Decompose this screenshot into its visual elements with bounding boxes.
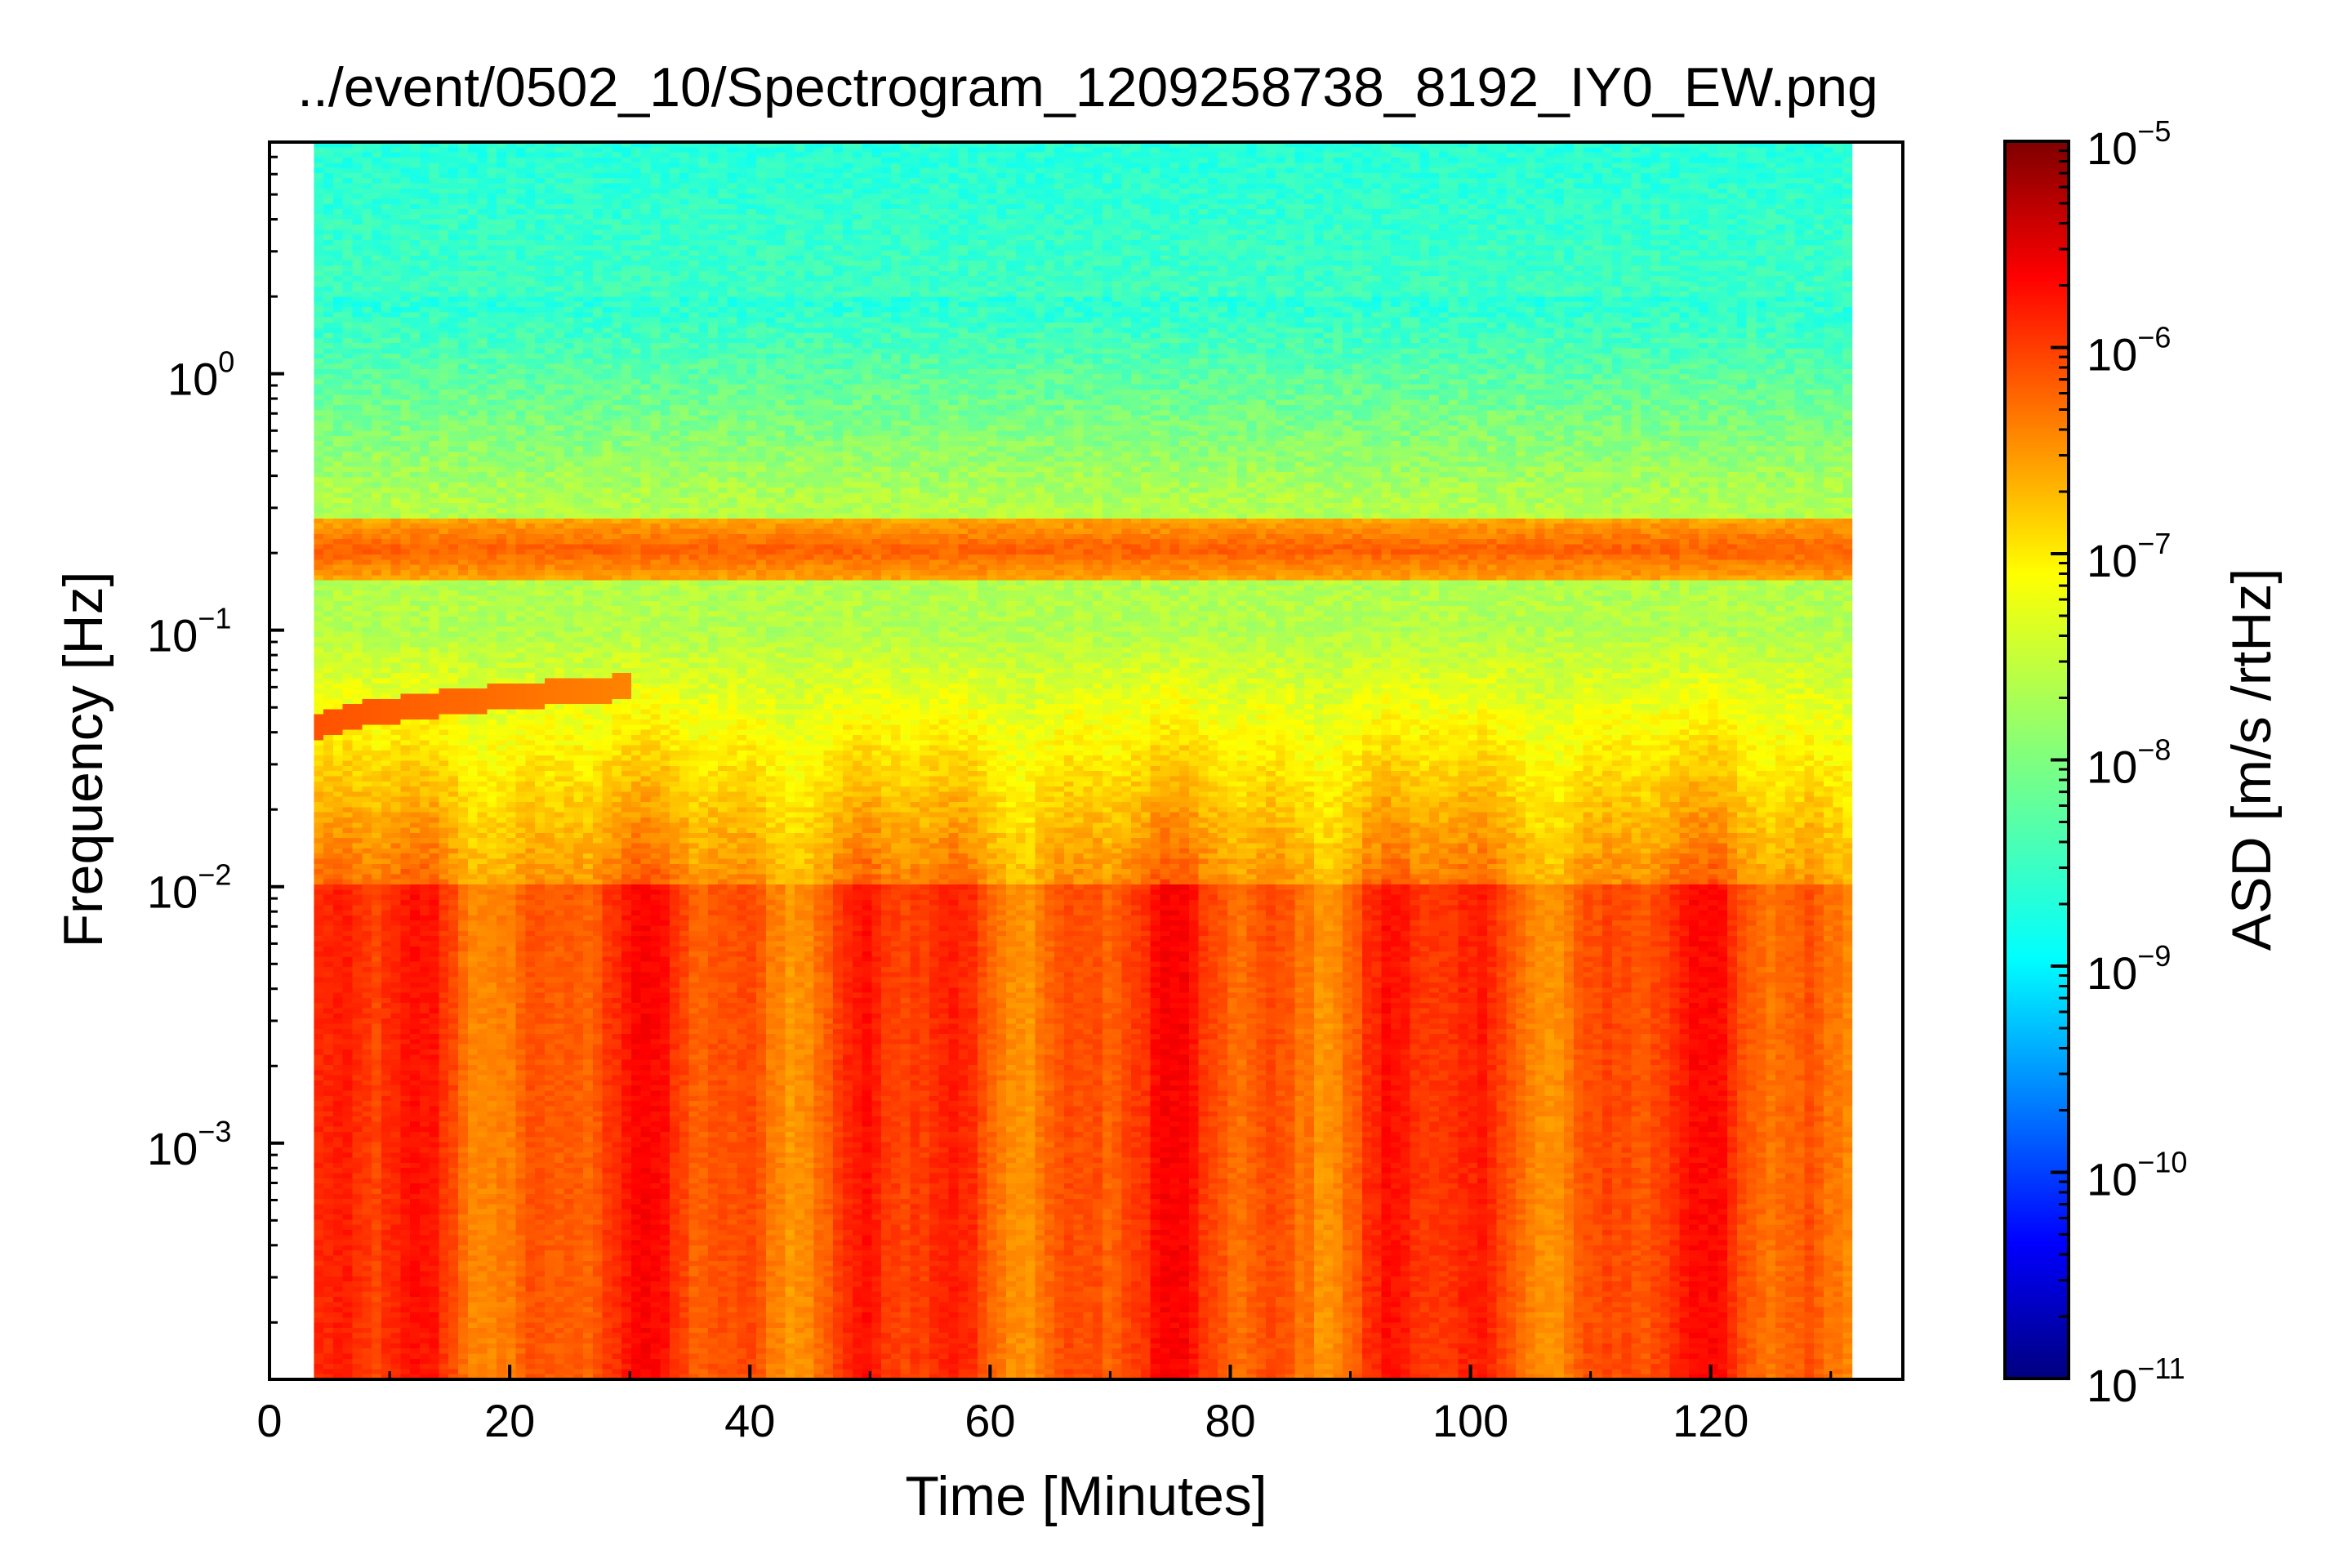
y-axis-ticks: 10−3 10−2 10−1 100 <box>147 140 284 1324</box>
y-tick-label: 10−2 <box>147 858 231 918</box>
x-tick-label: 80 <box>1205 1395 1255 1446</box>
x-tick-label: 100 <box>1432 1395 1508 1446</box>
colorbar-tick-label: 10−8 <box>2087 733 2171 793</box>
colorbar-tick-label: 10−7 <box>2087 527 2171 586</box>
y-tick-label: 10−1 <box>147 602 231 662</box>
x-axis-ticks: 0 20 40 60 80 100 120 <box>256 1365 1833 1446</box>
x-tick-label: 40 <box>724 1395 775 1446</box>
x-tick-label: 0 <box>256 1395 282 1446</box>
plot-frame <box>268 140 1904 1381</box>
x-axis-label: Time [Minutes] <box>905 1465 1267 1527</box>
colorbar-label: ASD [m/s /rtHz] <box>2221 568 2283 951</box>
y-tick-label: 100 <box>167 345 234 405</box>
colorbar-tick-label: 10−9 <box>2087 939 2171 999</box>
y-tick-label: 10−3 <box>147 1115 231 1174</box>
colorbar-tick-label: 10−5 <box>2087 114 2171 174</box>
colorbar-tick-label: 10−10 <box>2087 1146 2187 1205</box>
spectrogram-heatmap <box>314 142 1853 1379</box>
colorbar-tick-label: 10−6 <box>2087 321 2171 381</box>
y-axis-label: Frequency [Hz] <box>52 571 114 947</box>
x-tick-label: 20 <box>484 1395 535 1446</box>
heatmap-image <box>314 142 1853 1379</box>
chart-title: ../event/0502_10/Spectrogram_1209258738_… <box>297 56 1878 118</box>
colorbar-tick-label: 10−11 <box>2087 1352 2185 1411</box>
x-tick-label: 60 <box>964 1395 1015 1446</box>
colorbar-ticks: 10−11 10−10 10−9 10−8 10−7 10−6 10−5 <box>2051 114 2187 1411</box>
x-tick-label: 120 <box>1673 1395 1748 1446</box>
